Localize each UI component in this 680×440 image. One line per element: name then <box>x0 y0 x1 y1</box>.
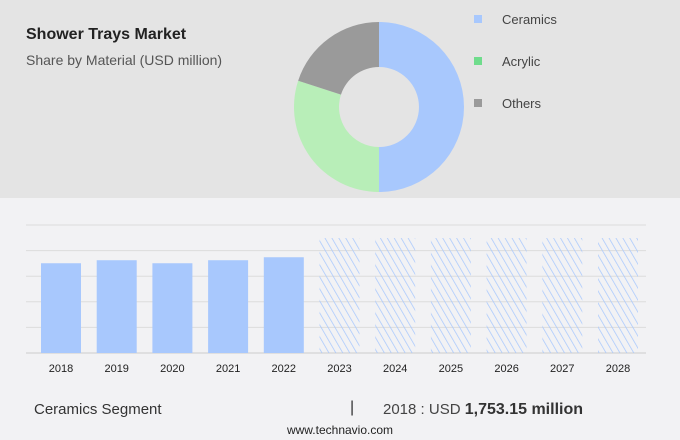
x-tick-label: 2028 <box>606 363 630 375</box>
legend-label: Others <box>502 96 542 111</box>
forecast-bar-2027 <box>542 238 583 353</box>
x-tick-label: 2024 <box>383 363 407 375</box>
donut-slice-others <box>298 22 379 95</box>
forecast-bar-2025 <box>430 238 471 353</box>
legend-label: Acrylic <box>502 54 541 69</box>
legend-acrylic: Acrylic <box>474 54 540 69</box>
forecast-bar-2024 <box>375 238 416 353</box>
website: www.technavio.com <box>286 423 394 437</box>
chart-subtitle: Share by Material (USD million) <box>26 52 223 68</box>
legend-others: Others <box>474 96 541 111</box>
x-tick-label: 2021 <box>216 363 240 375</box>
legend-ceramics: Ceramics <box>474 12 557 27</box>
donut-slice-acrylic <box>294 80 379 192</box>
bar-2019 <box>96 260 137 353</box>
year-label: 2018 : USD <box>383 401 461 418</box>
x-tick-label: 2018 <box>49 363 73 375</box>
bar-2018 <box>41 263 81 353</box>
forecast-bar-2023 <box>319 238 360 353</box>
bar-2020 <box>152 263 193 353</box>
chart-title: Shower Trays Market <box>26 26 187 43</box>
legend-swatch-icon <box>474 57 482 65</box>
bar-2021 <box>208 260 249 353</box>
segment-value: 2018 : USD 1,753.15 million <box>383 401 583 419</box>
value: 1,753.15 million <box>464 401 583 418</box>
separator: | <box>350 399 355 416</box>
legend-swatch-icon <box>474 15 482 23</box>
x-tick-label: 2020 <box>160 363 184 375</box>
x-tick-label: 2026 <box>494 363 518 375</box>
bar-2022 <box>263 257 304 353</box>
x-tick-label: 2023 <box>327 363 351 375</box>
forecast-bar-2026 <box>486 238 527 353</box>
legend-label: Ceramics <box>502 12 557 27</box>
forecast-bar-2028 <box>598 238 638 353</box>
x-tick-label: 2027 <box>550 363 574 375</box>
x-tick-label: 2022 <box>272 363 296 375</box>
donut-slice-ceramics <box>379 22 464 192</box>
x-tick-label: 2019 <box>104 363 128 375</box>
segment-label: Ceramics Segment <box>34 401 162 418</box>
x-tick-label: 2025 <box>439 363 463 375</box>
legend-swatch-icon <box>474 99 482 107</box>
